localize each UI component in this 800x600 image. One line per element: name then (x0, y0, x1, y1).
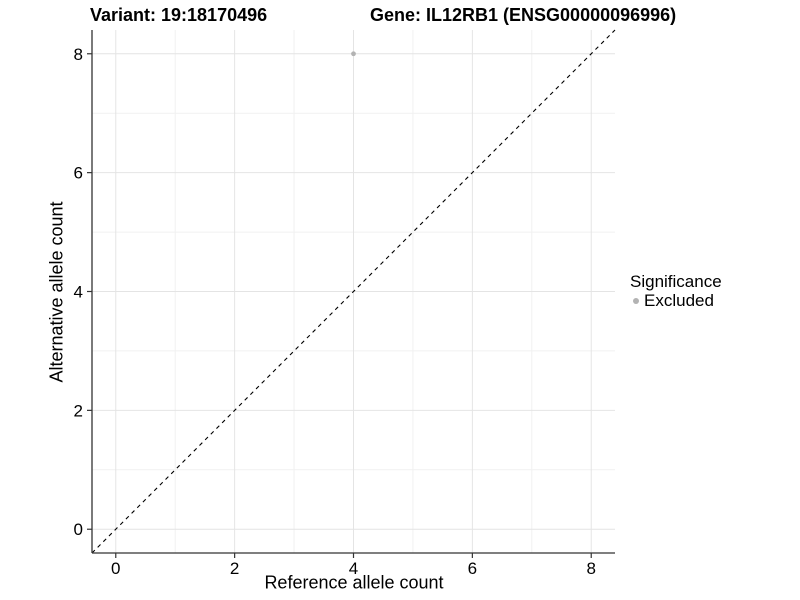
x-tick-label: 0 (111, 559, 120, 578)
identity-dashed-line (91, 29, 616, 554)
x-tick-label: 6 (468, 559, 477, 578)
y-axis-title: Alternative allele count (46, 201, 67, 383)
x-tick-label: 2 (230, 559, 239, 578)
variant-title: Variant: 19:18170496 (90, 5, 268, 25)
y-tick-label: 6 (74, 164, 83, 183)
y-tick-label: 8 (74, 45, 83, 64)
y-tick-label: 4 (74, 283, 83, 302)
y-tick-label: 0 (74, 520, 83, 539)
x-tick-label: 8 (586, 559, 595, 578)
legend-title: Significance (630, 272, 722, 291)
x-axis-title: Reference allele count (264, 572, 444, 593)
y-tick-label: 2 (74, 401, 83, 420)
data-point (351, 51, 356, 57)
legend: Significance Excluded (630, 272, 722, 310)
legend-items: Excluded (630, 291, 722, 310)
legend-item: Excluded (630, 291, 722, 310)
legend-point-icon (633, 297, 639, 304)
legend-item-label: Excluded (644, 291, 714, 310)
gene-title: Gene: IL12RB1 (ENSG00000096996) (370, 5, 677, 25)
x-tick-label: 4 (349, 559, 358, 578)
